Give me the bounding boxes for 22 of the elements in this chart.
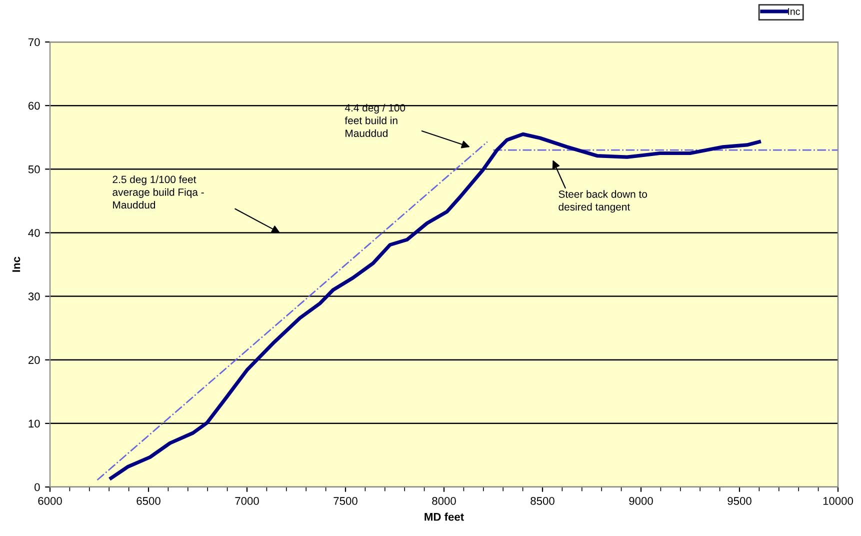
annotation: Steer back down to desired tangent xyxy=(558,190,647,213)
x-tick-label: 9500 xyxy=(728,497,752,505)
y-tick-label: 70 xyxy=(28,38,40,46)
x-tick-label: 8000 xyxy=(432,497,456,505)
y-tick-label: 20 xyxy=(28,356,40,364)
y-tick-label: 40 xyxy=(28,228,40,237)
y-axis-title: Inc xyxy=(12,256,20,272)
y-tick-label: 30 xyxy=(28,292,40,300)
x-tick-label: 8500 xyxy=(530,497,554,505)
x-tick-label: 9000 xyxy=(629,497,653,505)
x-tick-label: 7500 xyxy=(334,497,358,505)
y-tick-label: 50 xyxy=(28,165,40,174)
x-axis-title: MD feet xyxy=(424,512,464,521)
legend-label: Inc xyxy=(788,8,800,15)
x-tick-label: 10000 xyxy=(823,497,854,505)
y-tick-label: 10 xyxy=(28,420,40,428)
y-tick-label: 60 xyxy=(28,102,40,110)
x-tick-label: 6000 xyxy=(38,497,62,505)
x-tick-label: 7000 xyxy=(235,497,259,505)
annotation: 2.5 deg 1/100 feet average build Fiqa - Mauddud xyxy=(112,176,204,209)
x-tick-label: 6500 xyxy=(136,497,160,505)
y-tick-label: 0 xyxy=(34,483,40,492)
